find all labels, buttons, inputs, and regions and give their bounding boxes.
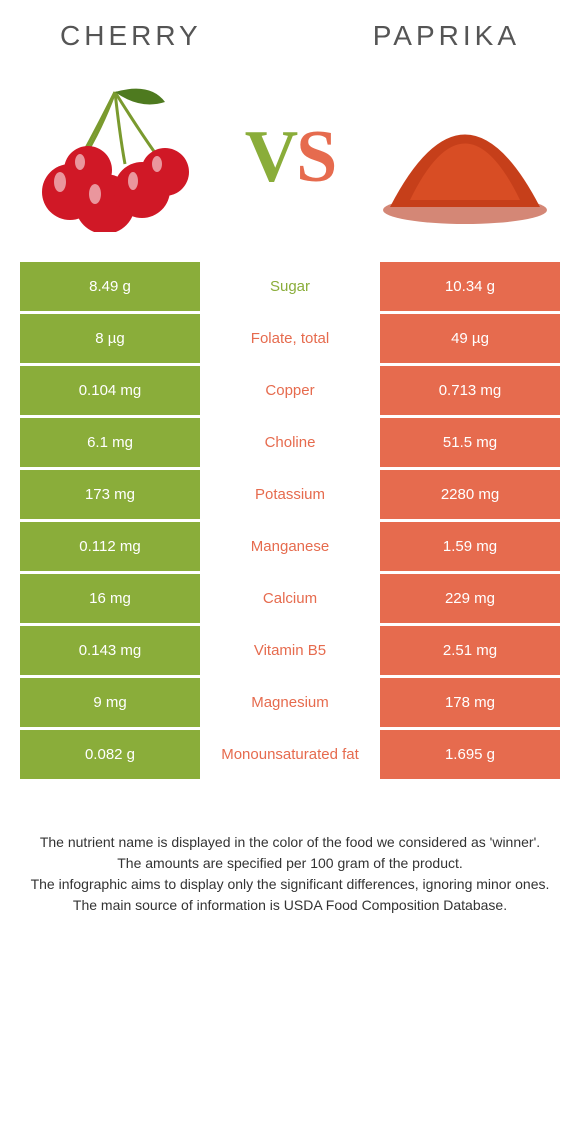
left-value-cell: 8.49 g — [20, 262, 200, 311]
nutrient-label: Magnesium — [200, 678, 380, 727]
vs-label: VS — [245, 115, 336, 200]
paprika-icon — [380, 82, 550, 232]
right-value-cell: 0.713 mg — [380, 366, 560, 415]
right-value-cell: 229 mg — [380, 574, 560, 623]
images-row: VS — [0, 62, 580, 262]
table-row: 8 µgFolate, total49 µg — [20, 314, 560, 363]
table-row: 0.112 mgManganese1.59 mg — [20, 522, 560, 571]
left-food-title: Cherry — [60, 20, 202, 52]
nutrient-label: Copper — [200, 366, 380, 415]
left-value-cell: 0.104 mg — [20, 366, 200, 415]
nutrient-label: Calcium — [200, 574, 380, 623]
nutrient-table: 8.49 gSugar10.34 g8 µgFolate, total49 µg… — [0, 262, 580, 779]
left-value-cell: 0.112 mg — [20, 522, 200, 571]
table-row: 0.082 gMonounsaturated fat1.695 g — [20, 730, 560, 779]
table-row: 9 mgMagnesium178 mg — [20, 678, 560, 727]
vs-s: S — [296, 116, 335, 198]
table-row: 8.49 gSugar10.34 g — [20, 262, 560, 311]
left-value-cell: 0.143 mg — [20, 626, 200, 675]
table-row: 16 mgCalcium229 mg — [20, 574, 560, 623]
nutrient-label: Folate, total — [200, 314, 380, 363]
right-value-cell: 49 µg — [380, 314, 560, 363]
nutrient-label: Vitamin B5 — [200, 626, 380, 675]
right-food-image — [380, 82, 550, 232]
left-value-cell: 8 µg — [20, 314, 200, 363]
cherry-icon — [30, 82, 200, 232]
nutrient-label: Monounsaturated fat — [200, 730, 380, 779]
footer-line: The main source of information is USDA F… — [25, 895, 555, 916]
nutrient-label: Potassium — [200, 470, 380, 519]
nutrient-label: Choline — [200, 418, 380, 467]
header: Cherry Paprika — [0, 0, 580, 62]
footer-line: The infographic aims to display only the… — [25, 874, 555, 895]
right-value-cell: 10.34 g — [380, 262, 560, 311]
left-food-image — [30, 82, 200, 232]
left-value-cell: 9 mg — [20, 678, 200, 727]
right-food-title: Paprika — [373, 20, 520, 52]
left-value-cell: 0.082 g — [20, 730, 200, 779]
right-value-cell: 1.695 g — [380, 730, 560, 779]
right-value-cell: 2280 mg — [380, 470, 560, 519]
right-value-cell: 2.51 mg — [380, 626, 560, 675]
vs-v: V — [245, 116, 296, 198]
nutrient-label: Manganese — [200, 522, 380, 571]
left-value-cell: 16 mg — [20, 574, 200, 623]
left-value-cell: 6.1 mg — [20, 418, 200, 467]
footer-line: The nutrient name is displayed in the co… — [25, 832, 555, 853]
right-value-cell: 51.5 mg — [380, 418, 560, 467]
table-row: 6.1 mgCholine51.5 mg — [20, 418, 560, 467]
right-value-cell: 178 mg — [380, 678, 560, 727]
nutrient-label: Sugar — [200, 262, 380, 311]
table-row: 173 mgPotassium2280 mg — [20, 470, 560, 519]
right-value-cell: 1.59 mg — [380, 522, 560, 571]
footer-notes: The nutrient name is displayed in the co… — [0, 782, 580, 916]
table-row: 0.143 mgVitamin B52.51 mg — [20, 626, 560, 675]
left-value-cell: 173 mg — [20, 470, 200, 519]
footer-line: The amounts are specified per 100 gram o… — [25, 853, 555, 874]
table-row: 0.104 mgCopper0.713 mg — [20, 366, 560, 415]
